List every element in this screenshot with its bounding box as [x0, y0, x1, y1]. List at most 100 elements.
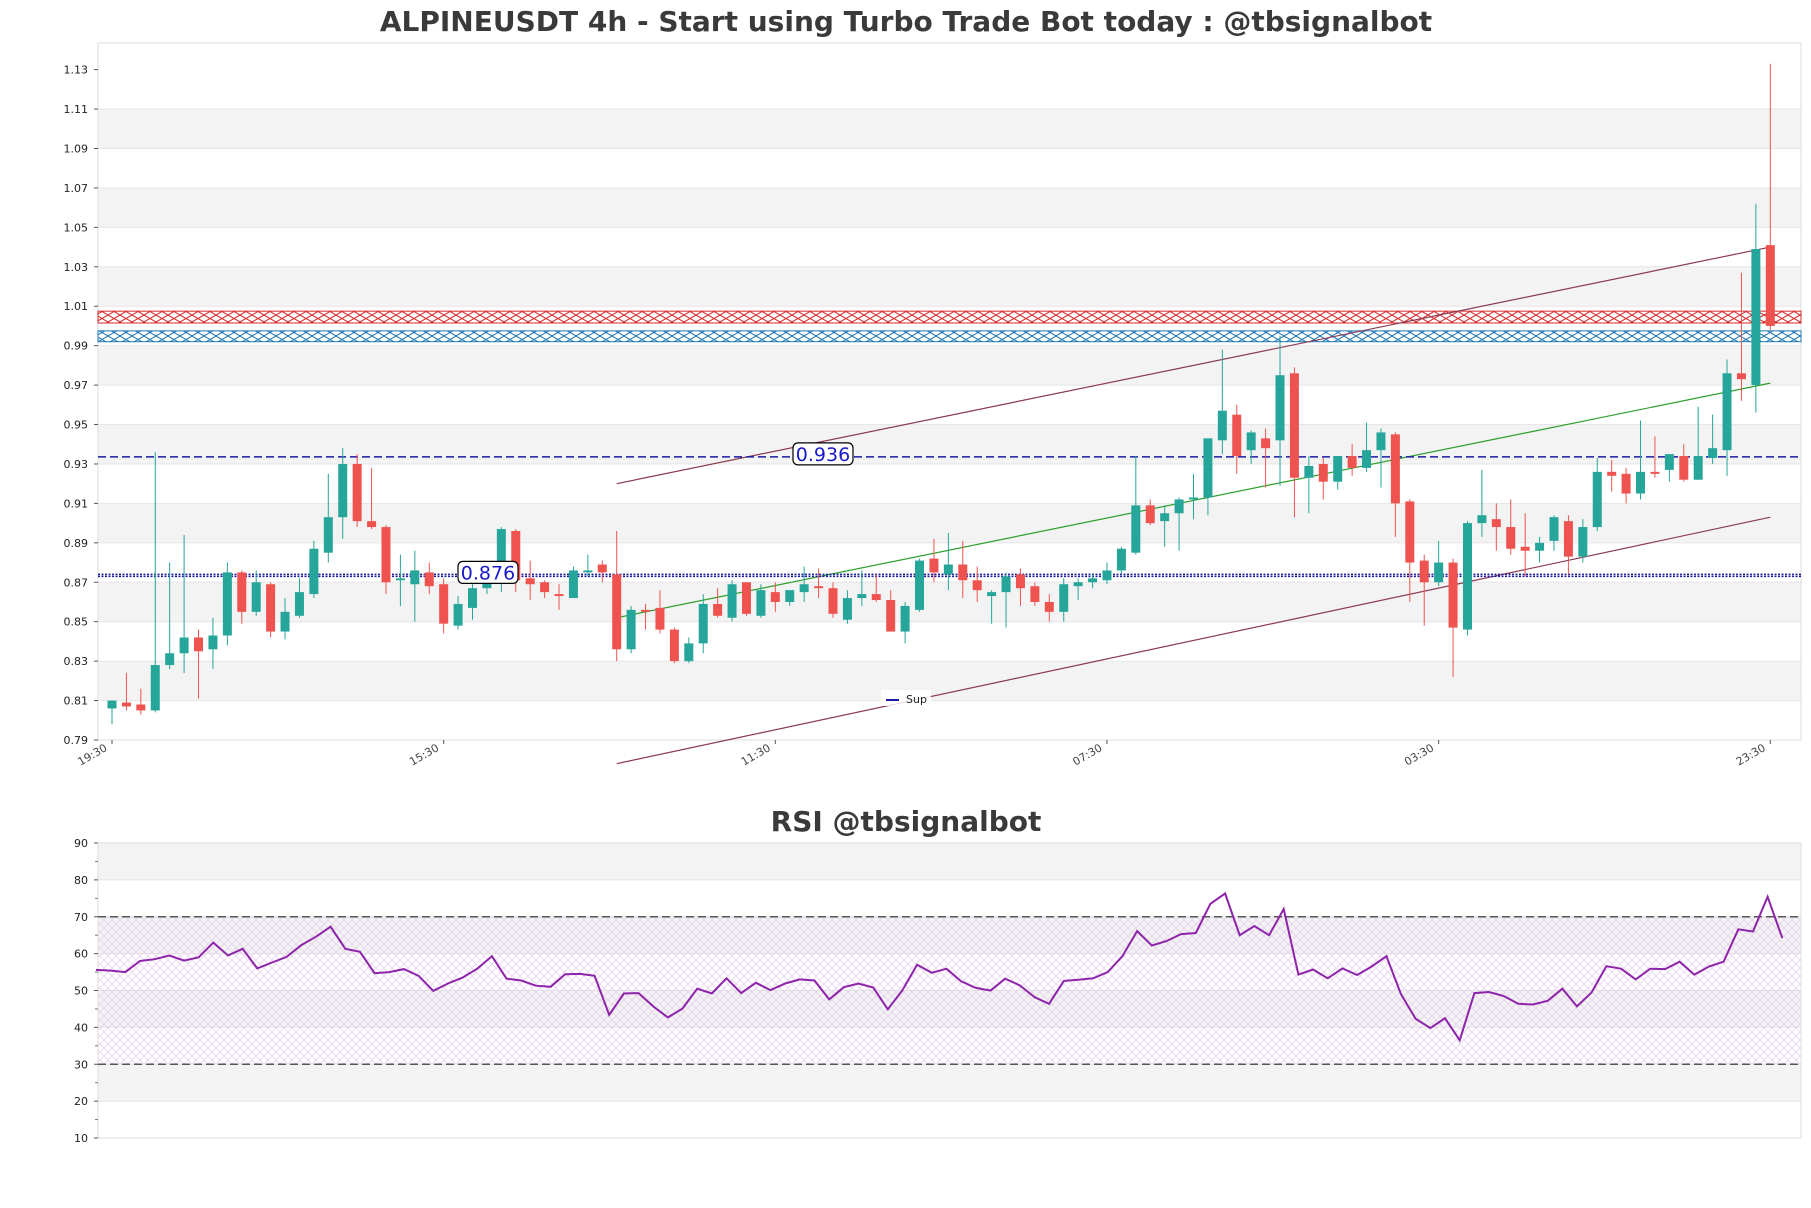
- x-tick-label: 11:30: [739, 741, 773, 768]
- candle-body: [352, 463, 362, 522]
- candle-body: [1333, 456, 1343, 482]
- candle-body: [1607, 471, 1617, 476]
- rsi-y-axis: 10 20 30 40 50 60 70 80 90: [74, 837, 98, 1145]
- candle-body: [929, 558, 939, 573]
- candle-body: [395, 578, 405, 581]
- candle-body: [958, 564, 968, 581]
- rsi-grid-band: [98, 843, 1801, 880]
- level-label-box: [457, 560, 519, 584]
- candle-body: [1390, 434, 1400, 504]
- candle-body: [1203, 438, 1213, 498]
- candle-body: [1246, 432, 1256, 451]
- y-tick-label: 0.79: [64, 734, 89, 747]
- candle-body: [741, 582, 751, 614]
- candle-body: [222, 572, 232, 636]
- candle-body: [1535, 542, 1545, 551]
- rsi-grid-bands: [98, 843, 1801, 1139]
- rsi-y-tick-label: 60: [74, 948, 88, 961]
- candle-body: [179, 637, 189, 654]
- y-tick-label: 1.07: [64, 182, 89, 195]
- candle-body: [886, 600, 896, 632]
- candle-body: [1044, 601, 1054, 612]
- candle-body: [814, 586, 824, 589]
- candle-body: [1751, 249, 1761, 386]
- y-tick-label: 1.13: [64, 64, 89, 77]
- candle-body: [468, 588, 477, 608]
- candle-body: [641, 609, 651, 612]
- candle-body: [1621, 473, 1631, 494]
- candle-body: [1015, 574, 1025, 589]
- price-chart-title: ALPINEUSDT 4h - Start using Turbo Trade …: [380, 5, 1432, 38]
- grid-band: [98, 266, 1801, 307]
- price-y-axis: 0.79 0.81 0.83 0.85 0.87 0.89 0.91 0.93 0.95 0.97…: [64, 64, 98, 747]
- price-plot-frame: [97, 42, 1802, 741]
- y-tick-label: 0.93: [64, 458, 89, 471]
- candle-body: [208, 635, 218, 650]
- candle-body: [1073, 582, 1083, 587]
- candle-body: [799, 584, 809, 593]
- candle-body: [1376, 432, 1386, 451]
- candle-body: [1636, 471, 1646, 494]
- candle-body: [1275, 375, 1285, 441]
- candle-body: [1506, 527, 1516, 549]
- legend: Sup: [881, 690, 931, 706]
- y-tick-label: 0.91: [64, 497, 89, 510]
- candle-body: [987, 592, 997, 597]
- candle-body: [309, 548, 319, 595]
- candle-body: [1592, 471, 1602, 528]
- candle-body: [828, 588, 838, 614]
- candle-body: [1520, 546, 1530, 551]
- candle-body: [107, 700, 117, 709]
- y-tick-label: 0.81: [64, 695, 89, 708]
- candle-body: [540, 582, 550, 593]
- level-label: 0.936: [796, 444, 850, 466]
- candle-body: [900, 605, 910, 632]
- resistance-zone: [97, 310, 1802, 324]
- candle-body: [1405, 501, 1415, 563]
- rsi-thresholds: [98, 916, 1801, 1065]
- candle-body: [1693, 456, 1703, 480]
- candle-body: [1261, 438, 1271, 449]
- candle-body: [1174, 499, 1184, 514]
- candle-body: [338, 463, 348, 518]
- y-tick-label: 1.09: [64, 142, 89, 155]
- candle-body: [323, 517, 333, 553]
- sr-zones: [97, 310, 1802, 343]
- candle-body: [381, 527, 391, 583]
- candle-body: [1462, 523, 1472, 630]
- candle-body: [583, 570, 593, 573]
- candle-body: [525, 578, 535, 585]
- candle-body: [1549, 517, 1559, 541]
- candle-body: [626, 609, 636, 650]
- candle-body: [1765, 245, 1775, 326]
- candle-body: [1448, 562, 1458, 628]
- candle-body: [554, 594, 564, 597]
- price-x-axis: 19:30 15:30 11:30 07:30 03:30 23:30: [76, 740, 1771, 768]
- candle-body: [713, 603, 723, 616]
- candle-body: [1030, 586, 1040, 602]
- candle-body: [194, 637, 204, 652]
- candle-body: [1217, 410, 1227, 441]
- candle-body: [424, 572, 434, 587]
- candle-body: [1059, 584, 1069, 612]
- candle-body: [1664, 454, 1674, 470]
- y-tick-label: 0.87: [64, 576, 89, 589]
- y-tick-label: 0.89: [64, 537, 89, 550]
- rsi-y-tick-label: 90: [74, 837, 88, 850]
- y-tick-label: 1.03: [64, 261, 89, 274]
- legend-label: Sup: [906, 693, 927, 706]
- candle-body: [496, 529, 506, 583]
- candle-body: [842, 598, 852, 620]
- x-tick-label: 07:30: [1071, 741, 1105, 768]
- candle-body: [251, 582, 261, 612]
- candle-body: [1736, 373, 1746, 380]
- rsi-y-tick-label: 70: [74, 911, 88, 924]
- grid-band: [98, 187, 1801, 228]
- candle-body: [1318, 463, 1328, 482]
- rsi-y-tick-label: 50: [74, 985, 88, 998]
- level-label: 0.876: [461, 562, 515, 584]
- candle-body: [1563, 521, 1573, 557]
- grid-band: [98, 109, 1801, 149]
- candle-body: [1102, 570, 1112, 581]
- y-tick-label: 0.97: [64, 379, 89, 392]
